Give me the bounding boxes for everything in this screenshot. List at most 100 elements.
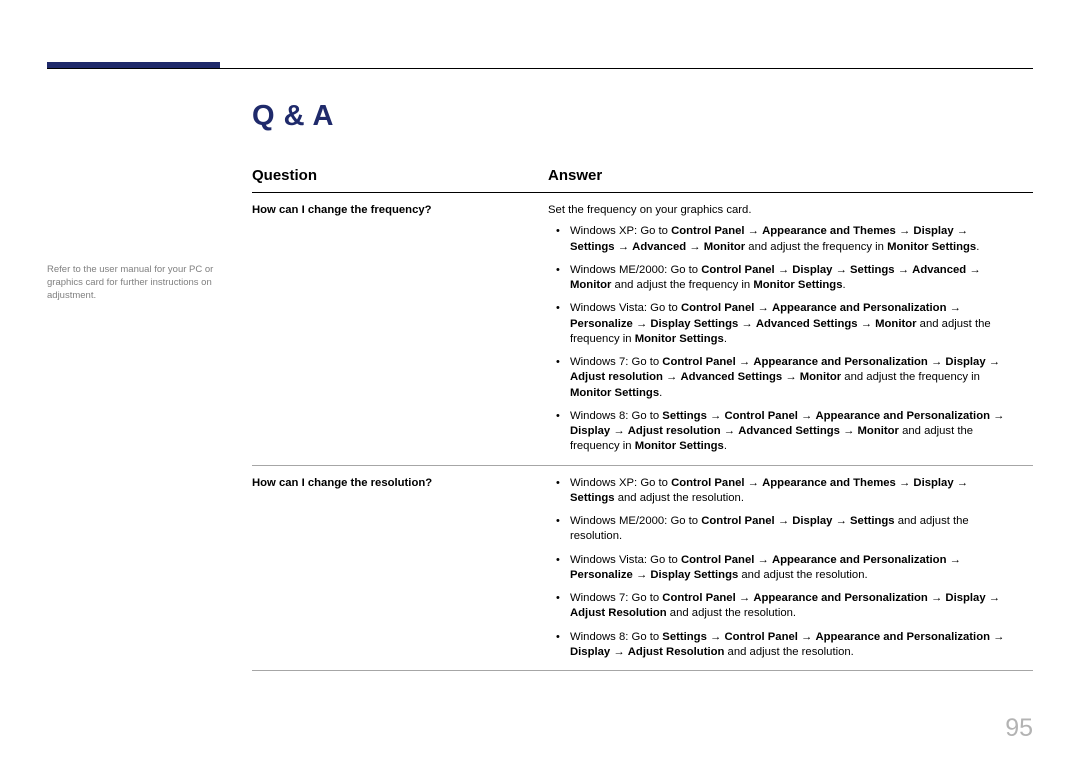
arrow-icon: → xyxy=(666,371,677,383)
bold-text: Monitor Settings xyxy=(635,440,724,452)
answer-item: Windows Vista: Go to Control Panel → App… xyxy=(548,553,1015,584)
bold-text: Display Settings xyxy=(650,569,738,581)
answer-item: Windows ME/2000: Go to Control Panel → D… xyxy=(548,263,1015,294)
bold-text: Settings xyxy=(850,515,895,527)
bold-text: Settings xyxy=(662,410,707,422)
bold-text: Advanced xyxy=(632,241,686,253)
arrow-icon: → xyxy=(689,241,700,253)
arrow-icon: → xyxy=(931,356,942,368)
arrow-icon: → xyxy=(739,592,750,604)
bold-text: Settings xyxy=(570,241,615,253)
qa-table: Question Answer How can I change the fre… xyxy=(252,161,1033,671)
bold-text: Adjust resolution xyxy=(628,425,721,437)
sidebar-note: Refer to the user manual for your PC or … xyxy=(47,264,220,302)
arrow-icon: → xyxy=(748,477,759,489)
arrow-icon: → xyxy=(636,569,647,581)
bold-text: Control Panel xyxy=(701,264,774,276)
bold-text: Monitor xyxy=(704,241,745,253)
answer-list: Windows XP: Go to Control Panel → Appear… xyxy=(548,476,1015,661)
bold-text: Display xyxy=(945,356,985,368)
arrow-icon: → xyxy=(741,318,752,330)
arrow-icon: → xyxy=(836,515,847,527)
bold-text: Monitor Settings xyxy=(887,241,976,253)
bold-text: Monitor Settings xyxy=(753,279,842,291)
answer-item: Windows 7: Go to Control Panel → Appeara… xyxy=(548,591,1015,622)
bold-text: Adjust resolution xyxy=(570,371,663,383)
arrow-icon: → xyxy=(898,264,909,276)
arrow-icon: → xyxy=(969,264,980,276)
arrow-icon: → xyxy=(778,264,789,276)
bold-text: Advanced Settings xyxy=(756,318,858,330)
bold-text: Monitor xyxy=(875,318,916,330)
bold-text: Control Panel xyxy=(662,356,735,368)
bold-text: Display xyxy=(913,477,953,489)
arrow-icon: → xyxy=(785,371,796,383)
qa-row: How can I change the resolution?Windows … xyxy=(252,465,1033,671)
bold-text: Control Panel xyxy=(681,554,754,566)
answer-cell: Set the frequency on your graphics card.… xyxy=(548,193,1033,466)
arrow-icon: → xyxy=(931,592,942,604)
bold-text: Display xyxy=(913,225,953,237)
answer-item: Windows 8: Go to Settings → Control Pane… xyxy=(548,409,1015,455)
bold-text: Appearance and Personalization xyxy=(815,631,990,643)
arrow-icon: → xyxy=(993,631,1004,643)
arrow-icon: → xyxy=(710,410,721,422)
bold-text: Settings xyxy=(850,264,895,276)
arrow-icon: → xyxy=(899,477,910,489)
arrow-icon: → xyxy=(836,264,847,276)
bold-text: Personalize xyxy=(570,569,633,581)
answer-item: Windows 8: Go to Settings → Control Pane… xyxy=(548,630,1015,661)
bold-text: Display xyxy=(945,592,985,604)
bold-text: Appearance and Personalization xyxy=(815,410,990,422)
answer-intro: Set the frequency on your graphics card. xyxy=(548,203,1015,218)
answer-item: Windows XP: Go to Control Panel → Appear… xyxy=(548,224,1015,255)
bold-text: Control Panel xyxy=(671,225,744,237)
content-area: Q & A Question Answer How can I change t… xyxy=(252,100,1033,671)
bold-text: Appearance and Themes xyxy=(762,225,896,237)
arrow-icon: → xyxy=(801,631,812,643)
arrow-icon: → xyxy=(950,302,961,314)
bold-text: Appearance and Personalization xyxy=(772,554,947,566)
question-cell: How can I change the frequency? xyxy=(252,193,548,466)
answer-cell: Windows XP: Go to Control Panel → Appear… xyxy=(548,465,1033,671)
bold-text: Advanced xyxy=(912,264,966,276)
arrow-icon: → xyxy=(861,318,872,330)
arrow-icon: → xyxy=(993,410,1004,422)
arrow-icon: → xyxy=(957,225,968,237)
bold-text: Settings xyxy=(570,492,615,504)
arrow-icon: → xyxy=(613,646,624,658)
answer-list: Windows XP: Go to Control Panel → Appear… xyxy=(548,224,1015,454)
bold-text: Display xyxy=(570,425,610,437)
bold-text: Control Panel xyxy=(724,410,797,422)
bold-text: Appearance and Personalization xyxy=(753,592,928,604)
arrow-icon: → xyxy=(801,410,812,422)
arrow-icon: → xyxy=(950,554,961,566)
page-number: 95 xyxy=(1005,714,1033,743)
arrow-icon: → xyxy=(613,425,624,437)
answer-item: Windows 7: Go to Control Panel → Appeara… xyxy=(548,355,1015,401)
bold-text: Display Settings xyxy=(650,318,738,330)
bold-text: Settings xyxy=(662,631,707,643)
bold-text: Display xyxy=(570,646,610,658)
page-title: Q & A xyxy=(252,100,1033,133)
bold-text: Appearance and Personalization xyxy=(772,302,947,314)
bold-text: Monitor xyxy=(858,425,899,437)
arrow-icon: → xyxy=(758,302,769,314)
arrow-icon: → xyxy=(636,318,647,330)
bold-text: Advanced Settings xyxy=(680,371,782,383)
arrow-icon: → xyxy=(739,356,750,368)
arrow-icon: → xyxy=(748,225,759,237)
bold-text: Appearance and Personalization xyxy=(753,356,928,368)
bold-text: Adjust Resolution xyxy=(570,607,667,619)
answer-item: Windows XP: Go to Control Panel → Appear… xyxy=(548,476,1015,507)
arrow-icon: → xyxy=(710,631,721,643)
answer-item: Windows Vista: Go to Control Panel → App… xyxy=(548,301,1015,347)
arrow-icon: → xyxy=(758,554,769,566)
arrow-icon: → xyxy=(724,425,735,437)
bold-text: Monitor xyxy=(570,279,611,291)
arrow-icon: → xyxy=(899,225,910,237)
answer-item: Windows ME/2000: Go to Control Panel → D… xyxy=(548,514,1015,545)
col-header-question: Question xyxy=(252,161,548,193)
bold-text: Monitor Settings xyxy=(635,333,724,345)
arrow-icon: → xyxy=(843,425,854,437)
